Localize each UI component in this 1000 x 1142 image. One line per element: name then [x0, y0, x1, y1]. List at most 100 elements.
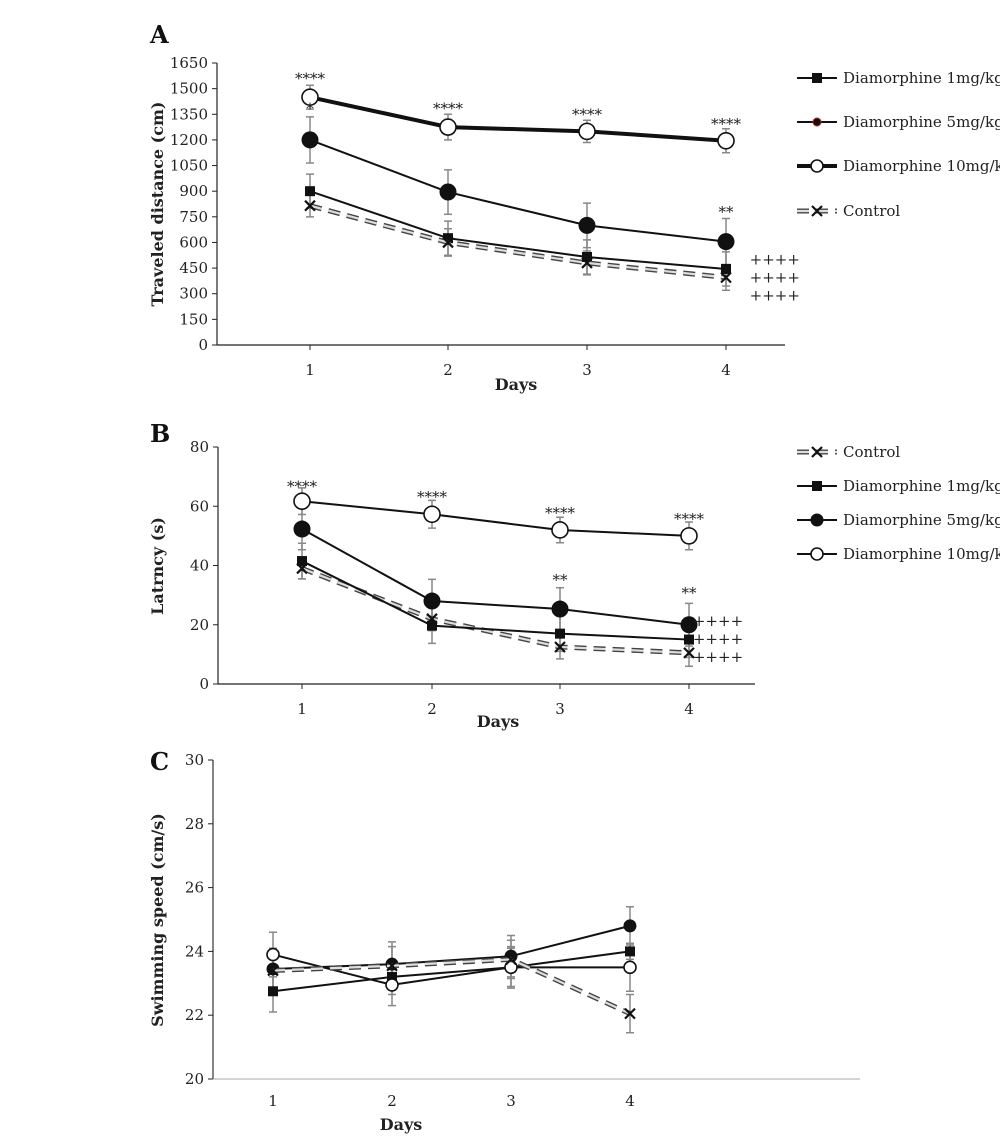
- y-axis-label: Latrncy (s): [148, 517, 167, 615]
- y-tick-label: 900: [179, 182, 208, 200]
- data-point-diamorphine-1mg-kg: [443, 233, 453, 244]
- data-point-control: [683, 647, 695, 659]
- legend-label: Diamorphine 1mg/kg: [843, 477, 1000, 495]
- data-point-control: [720, 271, 732, 284]
- legend-item: Diamorphine 5mg/kg: [797, 113, 1000, 131]
- data-point-diamorphine-10mg-kg: [680, 527, 698, 545]
- data-point-control: [304, 199, 316, 212]
- legend-item: Diamorphine 10mg/kg: [797, 545, 1000, 563]
- data-point-diamorphine-10mg-kg: [385, 978, 399, 992]
- x-tick-label: 4: [625, 1092, 635, 1110]
- legend-marker: [812, 117, 822, 127]
- y-tick-label: 0: [198, 336, 208, 354]
- y-axis-label: Swimming speed (cm/s): [148, 813, 167, 1027]
- data-point-control: [505, 953, 517, 966]
- y-tick-label: 750: [179, 208, 208, 226]
- y-tick-label: 1650: [170, 54, 208, 72]
- y-tick-label: 30: [185, 751, 204, 769]
- series-line-control: [309, 204, 727, 279]
- panel-c: C Days Swimming speed (cm/s) 20222426283…: [148, 747, 860, 1134]
- data-point-diamorphine-1mg-kg: [305, 186, 315, 197]
- x-tick-label: 1: [268, 1092, 278, 1110]
- data-point-diamorphine-1mg-kg: [625, 946, 635, 957]
- y-tick-label: 300: [179, 285, 208, 303]
- x-tick-label: 3: [555, 700, 565, 718]
- data-point-diamorphine-1mg-kg: [721, 263, 731, 274]
- data-point-diamorphine-10mg-kg: [578, 122, 596, 141]
- series-line-diamorphine-10mg-kg: [301, 500, 690, 537]
- data-point-diamorphine-5mg-kg: [680, 616, 698, 634]
- data-point-diamorphine-10mg-kg: [717, 131, 735, 150]
- x-tick-label: 1: [305, 361, 315, 379]
- data-point-control: [581, 257, 593, 269]
- series-line-diamorphine-1mg-kg: [272, 950, 631, 993]
- y-tick-label: 26: [185, 879, 204, 897]
- y-tick-label: 80: [190, 438, 209, 456]
- data-point-diamorphine-10mg-kg: [301, 88, 319, 106]
- series-line-diamorphine-1mg-kg: [309, 190, 727, 270]
- x-tick-label: 1: [297, 700, 307, 718]
- legend-marker: [810, 547, 824, 561]
- data-point-diamorphine-10mg-kg: [266, 947, 280, 962]
- significance-annotation: ++++: [693, 612, 743, 630]
- series-line-control: [272, 958, 631, 1015]
- data-point-diamorphine-1mg-kg: [684, 634, 694, 645]
- data-point-diamorphine-1mg-kg: [268, 986, 278, 997]
- legend-marker: [810, 159, 824, 173]
- data-point-diamorphine-1mg-kg: [555, 628, 565, 639]
- significance-annotation: ****: [674, 510, 705, 528]
- legend-label: Control: [843, 202, 900, 220]
- y-tick-label: 20: [185, 1070, 204, 1088]
- data-point-diamorphine-5mg-kg: [423, 592, 441, 610]
- legend-marker: [811, 205, 823, 217]
- series-line-diamorphine-5mg-kg: [301, 528, 690, 626]
- data-point-control: [624, 1007, 636, 1020]
- legend-label: Diamorphine 1mg/kg: [843, 69, 1000, 87]
- y-tick-label: 24: [185, 942, 204, 960]
- data-point-diamorphine-5mg-kg: [439, 183, 457, 201]
- legend-item: Diamorphine 1mg/kg: [797, 69, 1000, 87]
- y-tick-label: 60: [190, 497, 209, 515]
- significance-annotation: ****: [417, 488, 448, 506]
- data-point-diamorphine-5mg-kg: [293, 520, 311, 538]
- x-tick-label: 3: [582, 361, 592, 379]
- legend-label: Control: [843, 443, 900, 461]
- legend-marker: [810, 513, 824, 527]
- y-tick-label: 1050: [170, 157, 208, 175]
- y-tick-label: 600: [179, 233, 208, 251]
- significance-annotation: ****: [433, 99, 464, 117]
- y-axis-label: Traveled distance (cm): [148, 102, 167, 307]
- panel-label: C: [150, 747, 169, 776]
- significance-annotation: ++++: [693, 648, 743, 666]
- data-point-control: [386, 959, 398, 972]
- data-point-diamorphine-5mg-kg: [578, 216, 596, 234]
- significance-annotation: ++++: [693, 630, 743, 648]
- data-point-control: [267, 964, 279, 977]
- series-line-diamorphine-5mg-kg: [309, 138, 727, 243]
- data-point-control: [442, 236, 454, 249]
- legend-item: Control: [797, 443, 900, 461]
- legend-item: Diamorphine 10mg/kg: [797, 157, 1000, 175]
- significance-annotation: ++++: [750, 251, 800, 269]
- legend-item: Diamorphine 5mg/kg: [797, 511, 1000, 529]
- series-line-control: [301, 567, 690, 654]
- y-tick-label: 0: [199, 675, 209, 693]
- data-point-diamorphine-1mg-kg: [387, 971, 397, 982]
- significance-annotation: *: [306, 99, 314, 117]
- data-point-diamorphine-10mg-kg: [439, 118, 457, 136]
- significance-annotation: ++++: [750, 287, 800, 305]
- data-point-diamorphine-5mg-kg: [301, 131, 319, 149]
- legend-label: Diamorphine 5mg/kg: [843, 113, 1000, 131]
- significance-annotation: ****: [572, 105, 603, 123]
- legend-marker: [811, 446, 823, 458]
- series-line-control-outline: [301, 566, 690, 656]
- data-point-diamorphine-1mg-kg: [582, 251, 592, 262]
- data-point-diamorphine-5mg-kg: [717, 233, 735, 251]
- panel-label: A: [149, 20, 169, 49]
- panel-label: B: [150, 419, 170, 448]
- x-tick-label: 2: [427, 700, 437, 718]
- data-point-diamorphine-1mg-kg: [297, 556, 307, 567]
- series-line-control-outline: [309, 203, 727, 280]
